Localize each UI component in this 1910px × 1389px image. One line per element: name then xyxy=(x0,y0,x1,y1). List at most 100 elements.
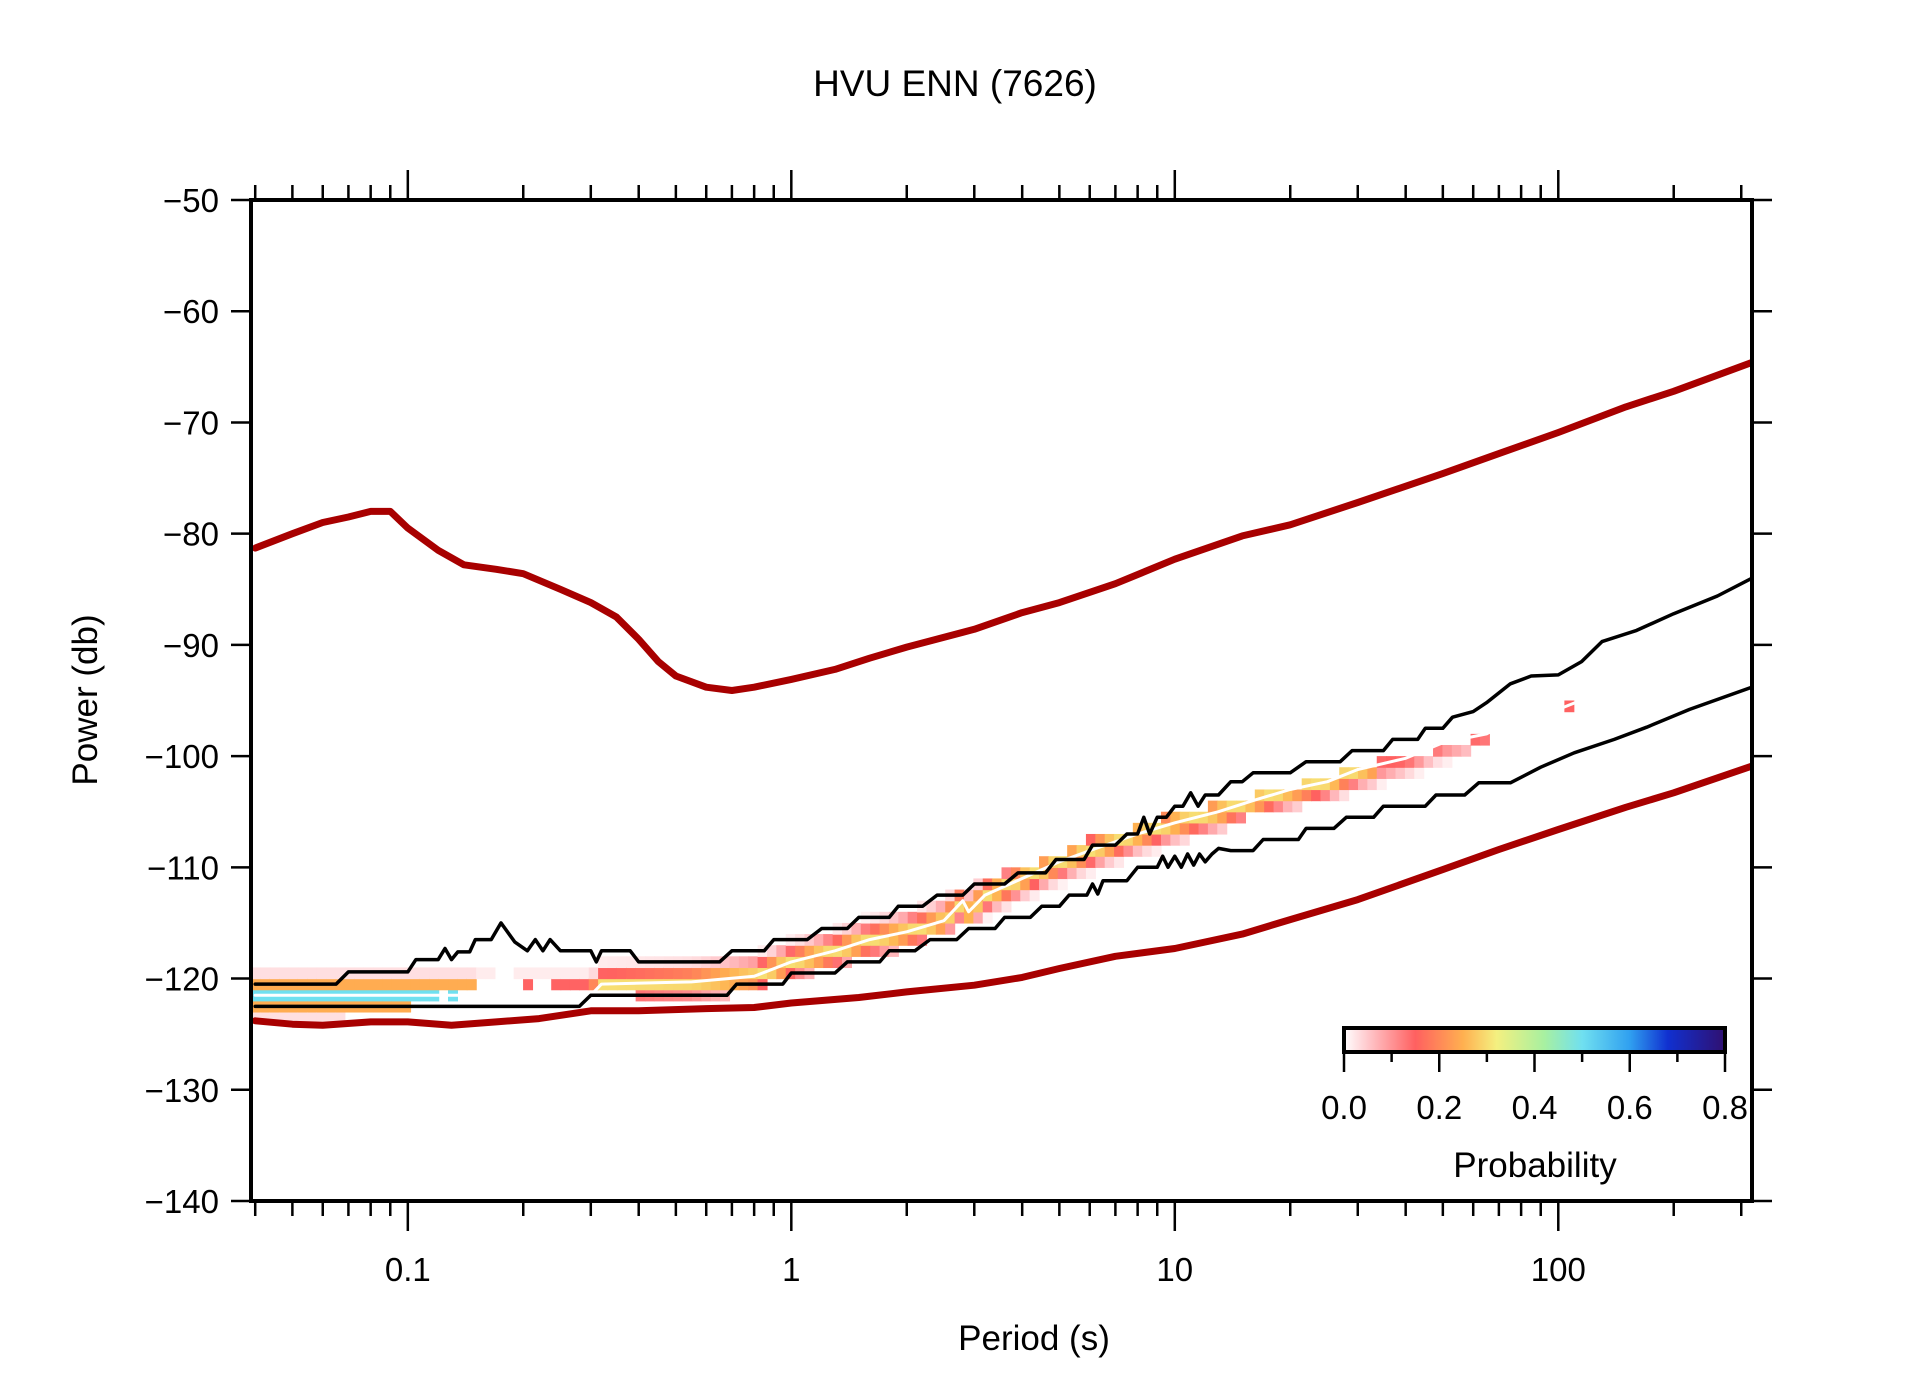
y-tick-label: −110 xyxy=(147,849,219,886)
pdf-cell xyxy=(832,956,843,969)
pdf-cell xyxy=(1095,833,1106,846)
pdf-cell xyxy=(673,978,684,991)
pdf-cell xyxy=(1160,833,1171,846)
pdf-cell xyxy=(513,967,524,980)
pdf-cell xyxy=(1001,900,1012,913)
pdf-cell xyxy=(607,967,618,980)
y-axis: −50 −60 −70 −80 −90 −100 −110 −120 −130 −140 xyxy=(145,182,1772,1220)
pdf-cell xyxy=(419,967,430,980)
pdf-cell xyxy=(1282,789,1293,802)
pdf-cell xyxy=(1029,878,1040,891)
y-tick-label: −50 xyxy=(163,182,219,219)
pdf-cell xyxy=(1339,778,1350,791)
pdf-cell xyxy=(307,967,318,980)
pdf-cell xyxy=(635,967,646,980)
mode-curve xyxy=(253,635,1752,997)
nlnm-curve xyxy=(251,762,1752,1029)
pdf-cell xyxy=(1329,789,1340,802)
pdf-cell xyxy=(297,967,308,980)
pdf-cell xyxy=(1301,778,1312,791)
pdf-cell xyxy=(907,911,918,924)
x-tick-label: 10 xyxy=(1156,1251,1193,1288)
pdf-cell xyxy=(1095,845,1106,857)
pdf-cell xyxy=(720,978,731,991)
pdf-cell xyxy=(729,967,740,980)
pdf-cell xyxy=(1273,789,1284,802)
pdf-cell xyxy=(1207,811,1218,824)
pdf-cell xyxy=(1179,833,1190,846)
pdf-cell xyxy=(813,956,824,969)
pdf-cell xyxy=(579,978,590,991)
pdf-cell xyxy=(1114,845,1125,857)
pdf-cell xyxy=(1433,744,1444,757)
pdf-cell xyxy=(1076,845,1087,857)
pdf-cell xyxy=(579,967,590,980)
pdf-cell xyxy=(616,956,627,969)
pdf-cell xyxy=(391,978,402,991)
pdf-cell xyxy=(1376,756,1387,768)
pdf-cell xyxy=(1236,800,1247,813)
pdf-cell xyxy=(598,956,609,969)
pdf-cell xyxy=(963,900,974,913)
pdf-cell xyxy=(1067,845,1078,857)
pdf-cell xyxy=(776,956,787,969)
pdf-cell xyxy=(429,967,440,980)
pdf-cell xyxy=(917,934,928,946)
pdf-cell xyxy=(626,967,637,980)
pdf-cell xyxy=(701,967,712,980)
pdf-cell xyxy=(1179,822,1190,835)
pdf-cell xyxy=(945,900,956,913)
pdf-cell xyxy=(1067,867,1078,880)
pdf-cell xyxy=(1104,845,1115,857)
pdf-cell xyxy=(795,956,806,969)
curve-layer xyxy=(251,358,1752,1029)
pdf-cell xyxy=(832,934,843,946)
pdf-cell xyxy=(1076,856,1087,868)
pdf-cell xyxy=(1442,744,1453,757)
pdf-cell xyxy=(795,945,806,957)
pdf-cell xyxy=(1357,778,1368,791)
pdf-cell xyxy=(785,945,796,957)
pdf-cell xyxy=(588,967,599,980)
pdf-cell xyxy=(335,967,346,980)
pdf-cell xyxy=(466,967,477,980)
pdf-cell xyxy=(691,978,702,991)
pdf-cell xyxy=(1348,767,1359,779)
pdf-cell xyxy=(766,945,777,957)
pdf-cell xyxy=(935,900,946,913)
pdf-cell xyxy=(701,978,712,991)
pdf-cell xyxy=(842,945,852,957)
pdf-cell xyxy=(1198,822,1209,835)
pdf-cell xyxy=(1085,833,1096,846)
pdf-cell xyxy=(588,978,599,991)
upper-percentile-curve xyxy=(253,576,1752,986)
pdf-cell xyxy=(382,978,393,991)
pdf-cell xyxy=(1339,789,1350,802)
pdf-cell xyxy=(1320,778,1331,791)
pdf-cell xyxy=(251,967,261,980)
pdf-cell xyxy=(1123,845,1134,857)
pdf-cell xyxy=(926,900,937,913)
y-tick-label: −100 xyxy=(145,738,219,775)
colorbar-tick-label: 0.0 xyxy=(1321,1089,1367,1126)
pdf-cell xyxy=(551,978,562,991)
pdf-cell xyxy=(1151,845,1162,857)
pdf-cell xyxy=(757,956,768,969)
pdf-cell xyxy=(1104,856,1115,868)
pdf-cell xyxy=(1217,800,1228,813)
lower-percentile-curve xyxy=(253,685,1752,1009)
pdf-cell xyxy=(1132,833,1143,846)
pdf-cell xyxy=(279,967,290,980)
pdf-cell xyxy=(654,978,665,991)
pdf-cell xyxy=(401,978,412,991)
y-tick-label: −70 xyxy=(163,404,219,441)
pdf-cell xyxy=(1414,756,1425,768)
pdf-cell xyxy=(813,945,824,957)
pdf-cell xyxy=(626,956,637,969)
pdf-cell xyxy=(541,967,552,980)
pdf-cell xyxy=(1414,767,1425,779)
pdf-cell xyxy=(419,978,430,991)
pdf-cell xyxy=(1095,856,1106,868)
pdf-cell xyxy=(888,934,899,946)
